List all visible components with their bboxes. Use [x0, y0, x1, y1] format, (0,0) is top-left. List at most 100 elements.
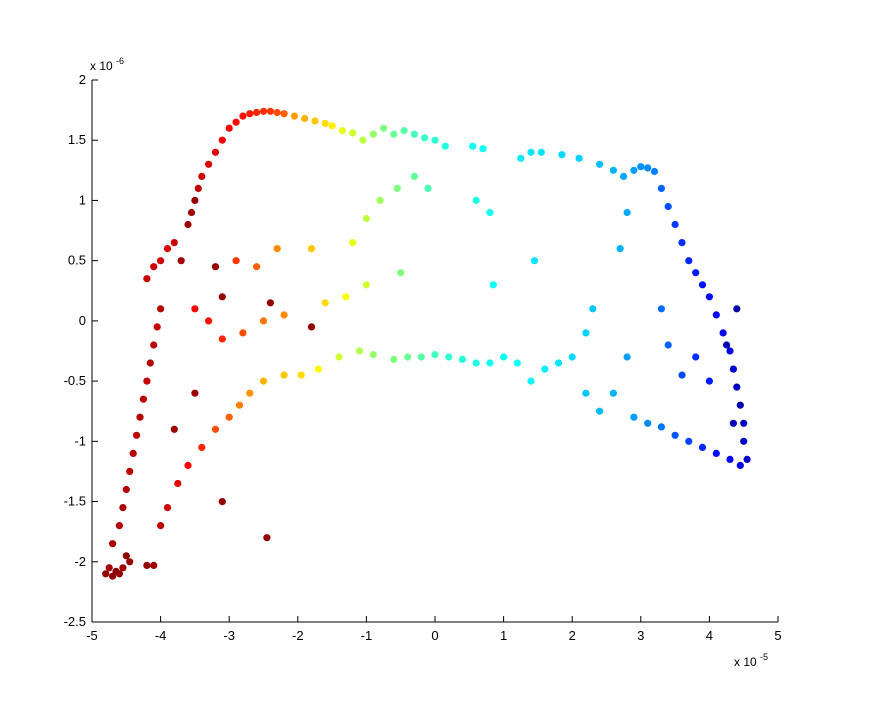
scatter-point	[153, 323, 161, 331]
scatter-point	[273, 245, 281, 253]
scatter-point	[616, 245, 624, 253]
scatter-point	[657, 305, 666, 313]
scatter-point	[644, 419, 652, 427]
scatter-point	[328, 122, 336, 130]
scatter-point	[397, 269, 405, 277]
y-tick-label: -2	[74, 554, 86, 569]
scatter-point	[218, 136, 226, 144]
scatter-point	[290, 112, 298, 120]
scatter-point	[685, 257, 693, 265]
scatter-point	[726, 347, 734, 355]
scatter-point	[644, 164, 652, 172]
scatter-point	[458, 355, 466, 363]
scatter-point	[369, 351, 377, 359]
x-axis-ticks: -5 -4 -3 -2 -1 0 1 2 3 4 5	[86, 616, 782, 643]
scatter-point	[355, 347, 364, 355]
scatter-point	[266, 299, 274, 307]
scatter-point	[321, 119, 329, 127]
scatter-point	[157, 257, 165, 265]
y-tick-label: 0	[79, 313, 86, 328]
y-tick-label: -1	[74, 433, 86, 448]
scatter-point	[143, 275, 151, 283]
scatter-point	[119, 564, 127, 572]
scatter-point	[307, 323, 316, 331]
scatter-point	[239, 329, 247, 337]
scatter-point	[273, 108, 281, 117]
scatter-point	[280, 311, 288, 319]
scatter-point	[129, 449, 137, 457]
scatter-point	[719, 329, 727, 337]
scatter-point	[139, 395, 147, 403]
scatter-point	[146, 359, 154, 367]
scatter-point	[191, 305, 199, 313]
scatter-point	[723, 341, 731, 349]
scatter-point	[136, 413, 144, 421]
scatter-point	[115, 570, 123, 578]
scatter-point	[671, 431, 679, 439]
scatter-point	[441, 142, 449, 150]
scatter-point	[198, 172, 206, 180]
y-tick-label: -0.5	[64, 373, 86, 388]
scatter-point	[119, 504, 127, 512]
scatter-point	[198, 443, 206, 451]
scatter-point	[191, 196, 199, 204]
scatter-point	[239, 112, 247, 120]
scatter-point	[596, 160, 604, 168]
scatter-point	[410, 172, 418, 180]
scatter-point	[712, 311, 720, 319]
scatter-point	[671, 220, 679, 229]
scatter-point	[321, 299, 329, 307]
scatter-point	[489, 281, 497, 289]
scatter-point	[380, 124, 388, 132]
scatter-point	[472, 359, 480, 367]
scatter-point	[472, 196, 480, 204]
scatter-point	[513, 359, 521, 367]
x-multiplier-base: x 10	[734, 655, 757, 669]
scatter-point	[311, 117, 319, 125]
y-tick-label: 1	[79, 192, 86, 207]
scatter-point	[102, 570, 110, 578]
scatter-point	[133, 431, 141, 439]
x-tick-label: -2	[292, 628, 304, 643]
scatter-point	[736, 461, 744, 469]
scatter-point	[150, 341, 158, 349]
scatter-point	[109, 540, 117, 548]
scatter-point	[390, 355, 398, 363]
scatter-point	[307, 245, 316, 253]
scatter-point	[177, 257, 185, 265]
scatter-point	[568, 353, 576, 361]
scatter-point	[253, 108, 261, 117]
scatter-point	[184, 461, 192, 469]
x-tick-label: 4	[706, 628, 713, 643]
scatter-point	[163, 504, 172, 512]
y-axis-multiplier: x 10 -6	[90, 56, 124, 73]
x-multiplier-exponent: -5	[760, 652, 768, 662]
scatter-point	[170, 425, 178, 433]
scatter-point	[338, 127, 346, 135]
scatter-point	[297, 371, 305, 379]
scatter-point	[664, 341, 672, 349]
scatter-point	[650, 167, 659, 176]
scatter-point	[417, 353, 425, 361]
scatter-point	[692, 269, 700, 277]
x-tick-label: 0	[431, 628, 438, 643]
y-tick-label: 2	[79, 72, 86, 87]
scatter-point	[424, 184, 432, 192]
x-tick-label: 1	[500, 628, 507, 643]
scatter-point	[232, 257, 240, 265]
y-tick-label: -1.5	[64, 494, 86, 509]
scatter-point	[205, 160, 213, 168]
scatter-point	[609, 166, 618, 174]
scatter-point	[150, 561, 158, 570]
scatter-point	[623, 208, 631, 217]
scatter-point	[235, 401, 244, 409]
scatter-point	[678, 239, 686, 247]
scatter-point	[174, 479, 182, 488]
scatter-point	[743, 455, 751, 463]
x-tick-label: 5	[774, 628, 781, 643]
scatter-point	[517, 154, 525, 162]
scatter-point	[530, 257, 539, 265]
scatter-point	[150, 263, 158, 271]
